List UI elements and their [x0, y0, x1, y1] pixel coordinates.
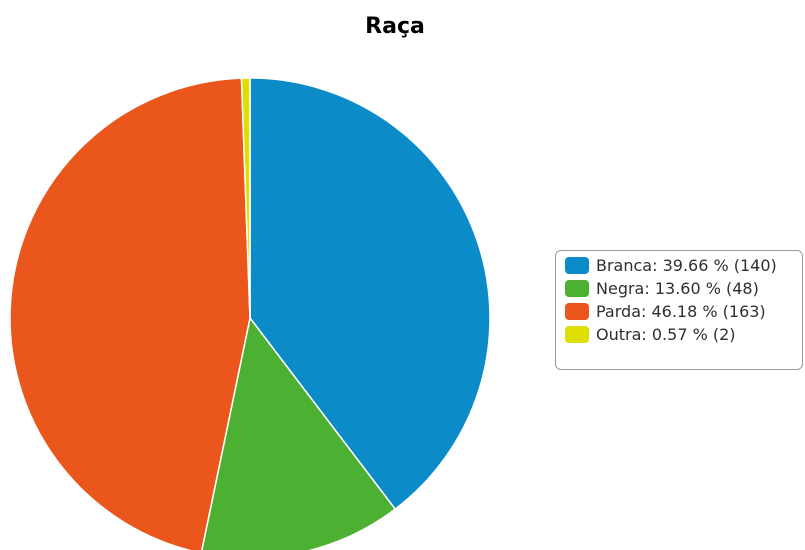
legend-item-outra[interactable]: Outra: 0.57 % (2) [565, 323, 802, 346]
pie-slice-branca[interactable] [249, 77, 491, 510]
legend-swatch-outra [565, 326, 589, 343]
legend-label-outra: Outra: 0.57 % (2) [596, 325, 736, 344]
legend-swatch-parda [565, 303, 589, 320]
legend-item-branca[interactable]: Branca: 39.66 % (140) [565, 254, 802, 277]
chart-title: Raça [365, 14, 425, 39]
legend-label-branca: Branca: 39.66 % (140) [596, 256, 777, 275]
legend-swatch-branca [565, 257, 589, 274]
legend: Branca: 39.66 % (140) Negra: 13.60 % (48… [555, 250, 803, 370]
legend-item-parda[interactable]: Parda: 46.18 % (163) [565, 300, 802, 323]
pie-slice-parda[interactable] [9, 77, 251, 550]
legend-swatch-negra [565, 280, 589, 297]
legend-label-parda: Parda: 46.18 % (163) [596, 302, 766, 321]
legend-item-negra[interactable]: Negra: 13.60 % (48) [565, 277, 802, 300]
pie-slices [9, 77, 491, 550]
pie-slice-negra[interactable] [201, 317, 396, 550]
pie-slice-outra[interactable] [240, 77, 251, 319]
legend-label-negra: Negra: 13.60 % (48) [596, 279, 759, 298]
